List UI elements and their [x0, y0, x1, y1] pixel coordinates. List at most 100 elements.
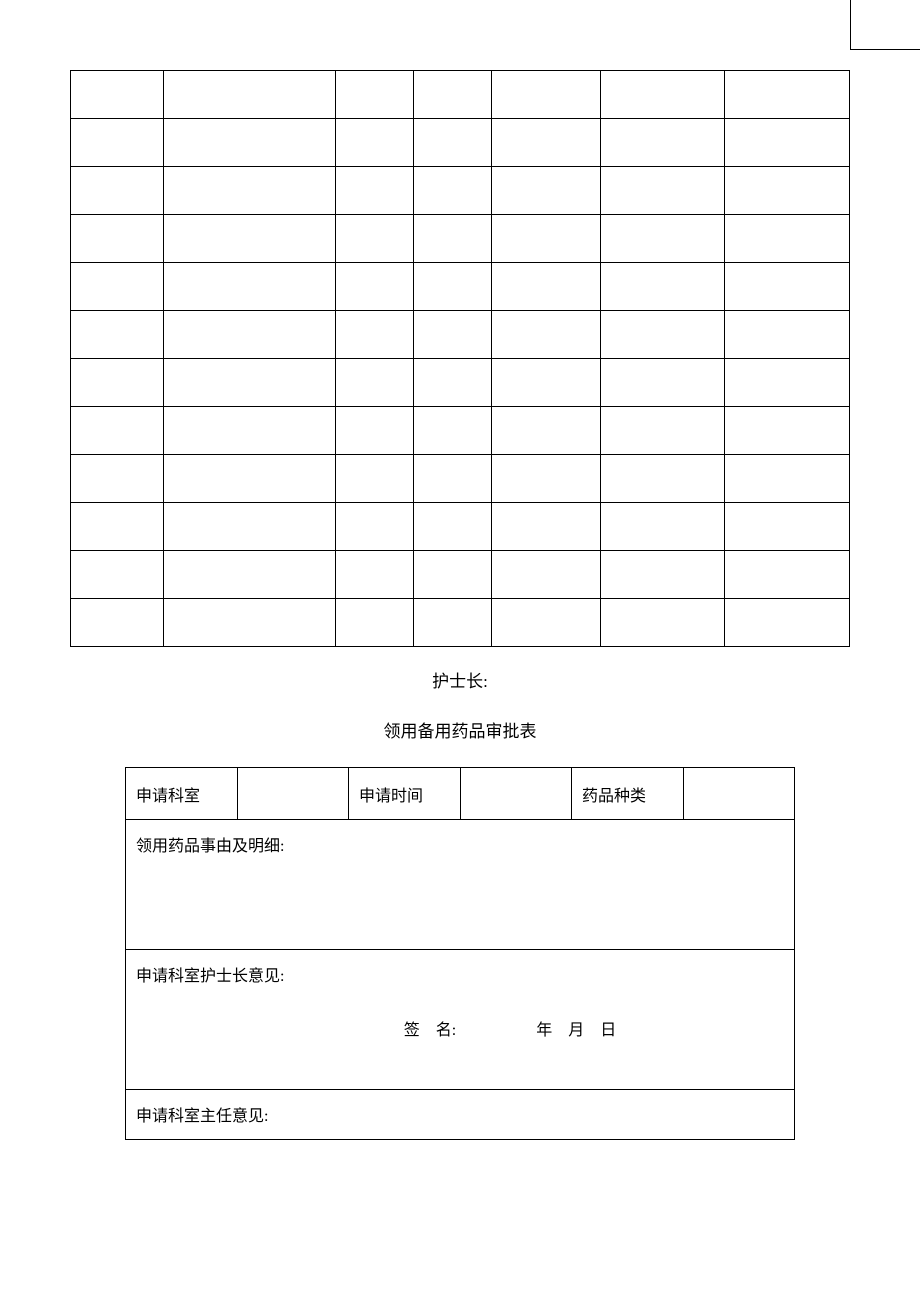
table-cell[interactable] [335, 407, 413, 455]
table-cell[interactable] [600, 551, 725, 599]
table-cell[interactable] [164, 359, 335, 407]
table-cell[interactable] [725, 311, 850, 359]
table-cell[interactable] [413, 167, 491, 215]
table-cell[interactable] [164, 311, 335, 359]
table-cell[interactable] [725, 359, 850, 407]
table-cell[interactable] [725, 263, 850, 311]
table-cell[interactable] [600, 503, 725, 551]
table-cell[interactable] [491, 167, 600, 215]
category-value[interactable] [683, 768, 795, 820]
table-cell[interactable] [725, 599, 850, 647]
dept-value[interactable] [237, 768, 349, 820]
table-cell[interactable] [491, 215, 600, 263]
table-cell[interactable] [164, 551, 335, 599]
table-cell[interactable] [164, 215, 335, 263]
table-cell[interactable] [164, 167, 335, 215]
table-cell[interactable] [600, 455, 725, 503]
table-cell[interactable] [600, 71, 725, 119]
table-cell[interactable] [71, 167, 164, 215]
table-row [71, 599, 850, 647]
form-title: 领用备用药品审批表 [70, 717, 850, 742]
table-cell[interactable] [164, 455, 335, 503]
table-cell[interactable] [725, 455, 850, 503]
table-cell[interactable] [335, 551, 413, 599]
table-cell[interactable] [600, 359, 725, 407]
table-cell[interactable] [413, 503, 491, 551]
table-cell[interactable] [71, 407, 164, 455]
table-cell[interactable] [164, 119, 335, 167]
table-cell[interactable] [491, 551, 600, 599]
table-row [71, 359, 850, 407]
table-cell[interactable] [413, 407, 491, 455]
table-cell[interactable] [600, 263, 725, 311]
reason-detail-cell[interactable]: 领用药品事由及明细: [126, 820, 795, 950]
table-cell[interactable] [600, 599, 725, 647]
table-cell[interactable] [335, 263, 413, 311]
table-cell[interactable] [413, 215, 491, 263]
table-cell[interactable] [725, 215, 850, 263]
table-cell[interactable] [335, 359, 413, 407]
table-cell[interactable] [335, 71, 413, 119]
table-cell[interactable] [725, 119, 850, 167]
table-cell[interactable] [71, 119, 164, 167]
table-cell[interactable] [491, 263, 600, 311]
table-cell[interactable] [491, 359, 600, 407]
table-cell[interactable] [725, 503, 850, 551]
table-cell[interactable] [335, 503, 413, 551]
table-cell[interactable] [71, 455, 164, 503]
nurse-opinion-cell[interactable]: 申请科室护士长意见: 签 名: 年 月 日 [126, 950, 795, 1090]
nurse-opinion-label: 申请科室护士长意见: [136, 962, 784, 986]
corner-box [850, 0, 920, 50]
table-cell[interactable] [413, 359, 491, 407]
director-opinion-cell[interactable]: 申请科室主任意见: [126, 1090, 795, 1140]
table-row [71, 455, 850, 503]
table-cell[interactable] [600, 407, 725, 455]
table-cell[interactable] [491, 599, 600, 647]
table-cell[interactable] [600, 119, 725, 167]
table-cell[interactable] [71, 71, 164, 119]
table-cell[interactable] [335, 311, 413, 359]
table-cell[interactable] [491, 455, 600, 503]
table-cell[interactable] [491, 71, 600, 119]
table-cell[interactable] [725, 407, 850, 455]
table-cell[interactable] [413, 311, 491, 359]
table-cell[interactable] [491, 407, 600, 455]
table-cell[interactable] [491, 311, 600, 359]
table-cell[interactable] [600, 215, 725, 263]
table-cell[interactable] [413, 455, 491, 503]
table-cell[interactable] [335, 119, 413, 167]
table-cell[interactable] [725, 71, 850, 119]
table-cell[interactable] [335, 215, 413, 263]
table-cell[interactable] [335, 599, 413, 647]
dept-label: 申请科室 [126, 768, 238, 820]
table-cell[interactable] [71, 263, 164, 311]
table-cell[interactable] [413, 71, 491, 119]
table-cell[interactable] [164, 407, 335, 455]
form-header-row: 申请科室 申请时间 药品种类 [126, 768, 795, 820]
table-cell[interactable] [491, 503, 600, 551]
time-value[interactable] [460, 768, 572, 820]
table-cell[interactable] [164, 71, 335, 119]
table-cell[interactable] [725, 167, 850, 215]
table-cell[interactable] [491, 119, 600, 167]
table-cell[interactable] [71, 311, 164, 359]
table-cell[interactable] [71, 551, 164, 599]
table-cell[interactable] [71, 503, 164, 551]
table-cell[interactable] [164, 263, 335, 311]
table-cell[interactable] [164, 503, 335, 551]
table-cell[interactable] [335, 455, 413, 503]
table-cell[interactable] [413, 119, 491, 167]
table-cell[interactable] [413, 599, 491, 647]
table-cell[interactable] [335, 167, 413, 215]
table-cell[interactable] [413, 263, 491, 311]
table-cell[interactable] [725, 551, 850, 599]
table-cell[interactable] [71, 599, 164, 647]
table-cell[interactable] [164, 599, 335, 647]
nurse-head-label: 护士长: [70, 667, 850, 692]
table-cell[interactable] [600, 167, 725, 215]
table-cell[interactable] [71, 359, 164, 407]
table-cell[interactable] [71, 215, 164, 263]
table-cell[interactable] [413, 551, 491, 599]
table-cell[interactable] [600, 311, 725, 359]
table-row [71, 551, 850, 599]
